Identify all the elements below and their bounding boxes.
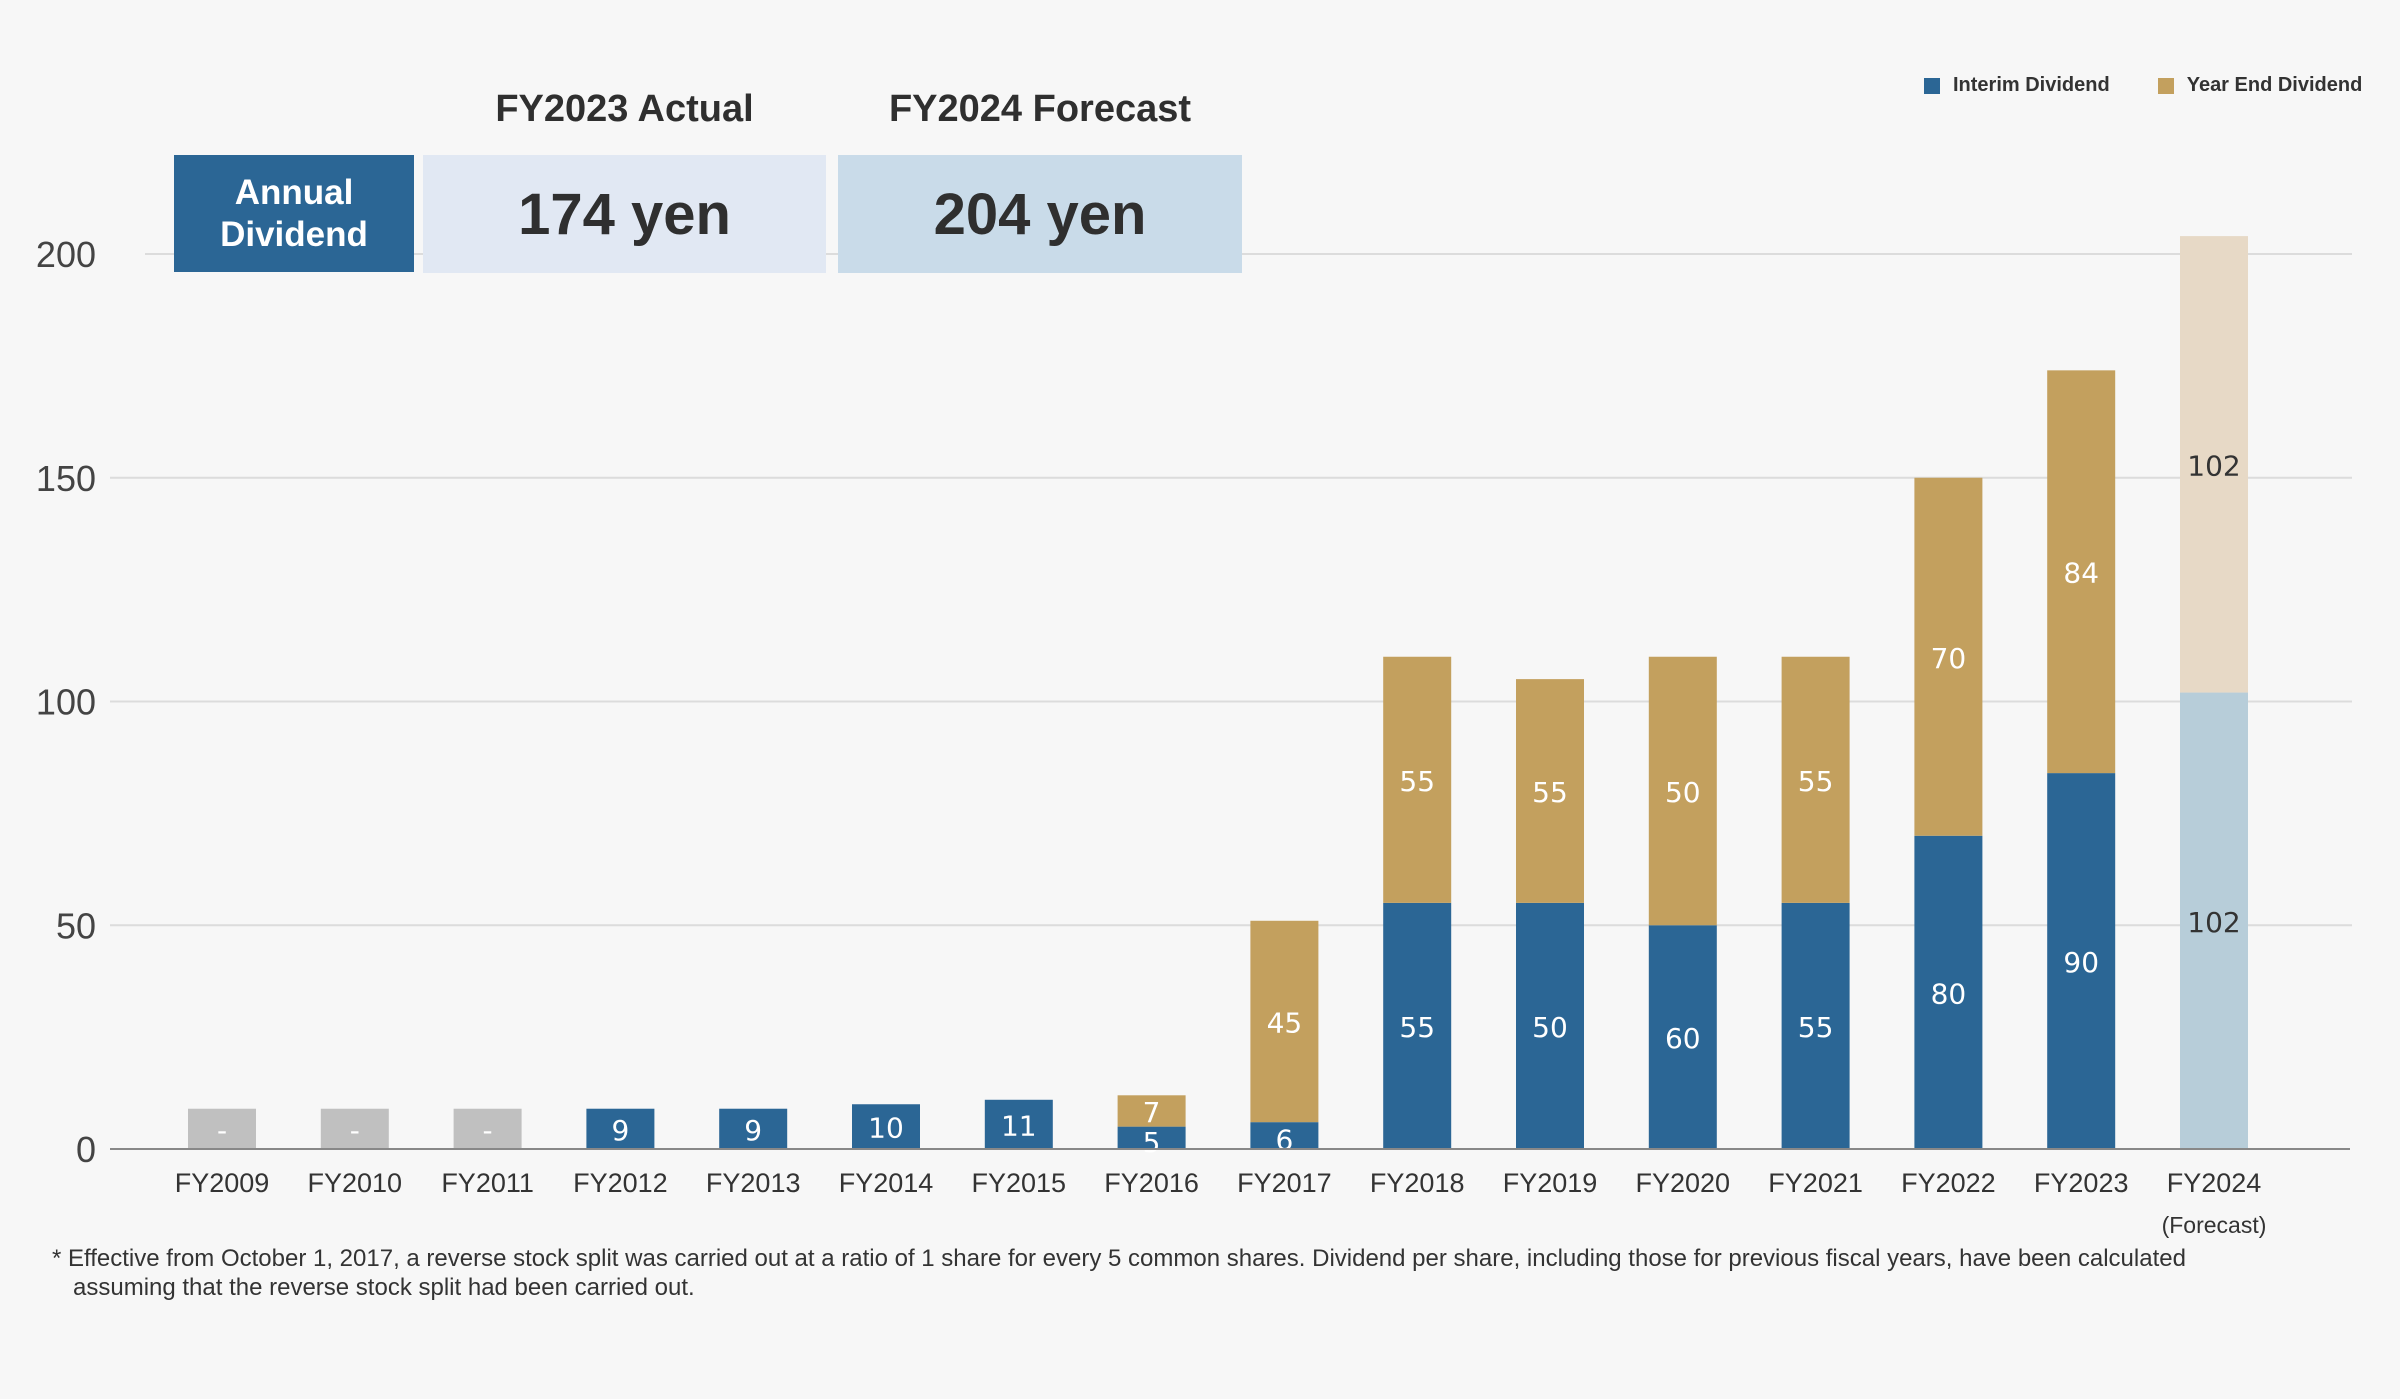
interim-value-label: 10	[868, 1112, 904, 1145]
bar-labels: - - - 9 9 10 11 75 45 6 55 55 55 50 50 60 55 55 70 80 84 90 10…	[217, 449, 2241, 1158]
x-tick-label: FY2018	[1370, 1168, 1465, 1198]
interim-bar	[1516, 902, 1584, 1149]
legend-label-interim: Interim Dividend	[1953, 74, 2110, 96]
legend-item-yearend: Year End Dividend	[2157, 74, 2363, 97]
yearend-bar	[1914, 477, 1983, 836]
yearend-bar	[1383, 656, 1452, 903]
interim-value-label: 80	[1931, 977, 1967, 1010]
interim-value-label: -	[217, 1114, 227, 1147]
bars	[188, 236, 2248, 1149]
yearend-swatch	[2157, 77, 2174, 94]
x-tick-label: FY2024	[2167, 1168, 2262, 1198]
interim-value-label: 55	[1798, 1011, 1834, 1044]
footnote-line-1: * Effective from October 1, 2017, a reve…	[52, 1245, 2186, 1272]
yearend-bar	[2180, 236, 2248, 693]
y-tick-label: 0	[76, 1129, 96, 1170]
interim-value-label: 90	[2063, 946, 2099, 979]
interim-bar	[453, 1108, 522, 1149]
footnote: * Effective from October 1, 2017, a reve…	[52, 1244, 2362, 1302]
interim-value-label: -	[350, 1114, 360, 1147]
x-tick-label: FY2015	[972, 1168, 1067, 1198]
legend: Interim Dividend Year End Dividend	[1924, 74, 2362, 97]
interim-value-label: 60	[1665, 1022, 1701, 1055]
yearend-value-label: 84	[2063, 557, 2099, 590]
interim-value-label: 6	[1275, 1124, 1293, 1157]
interim-value-label: -	[483, 1114, 493, 1147]
x-tick-label: FY2011	[441, 1168, 534, 1198]
interim-bar	[1914, 835, 1983, 1149]
interim-value-label: 9	[744, 1114, 762, 1147]
x-tick-label: FY2010	[308, 1168, 403, 1198]
interim-value-label: 102	[2187, 906, 2240, 939]
yearend-value-label: 55	[1532, 776, 1568, 809]
yearend-value-label: 102	[2187, 449, 2240, 482]
forecast-dividend-value: 204 yen	[838, 155, 1242, 273]
forecast-header: FY2024 Forecast	[888, 88, 1192, 130]
interim-bar	[320, 1108, 389, 1149]
y-tick-label: 50	[56, 905, 96, 946]
yearend-value-label: 55	[1399, 765, 1435, 798]
interim-bar	[1648, 925, 1717, 1149]
interim-bar	[2180, 692, 2248, 1149]
y-tick-label: 150	[36, 458, 96, 499]
x-tick-label: FY2022	[1901, 1168, 1996, 1198]
legend-label-yearend: Year End Dividend	[2186, 74, 2363, 96]
yearend-bar	[1648, 656, 1717, 926]
x-tick-label: FY2016	[1104, 1168, 1199, 1198]
yearend-value-label: 70	[1931, 642, 1967, 675]
interim-value-label: 11	[1001, 1109, 1037, 1142]
y-axis-ticks: 0 50 100 150 200	[36, 234, 96, 1170]
interim-bar	[2047, 773, 2116, 1149]
x-tick-label: FY2009	[175, 1168, 270, 1198]
x-tick-label: FY2019	[1503, 1168, 1598, 1198]
actual-dividend-value: 174 yen	[423, 155, 826, 273]
x-tick-sublabel: (Forecast)	[2162, 1212, 2267, 1238]
interim-bar	[1250, 1122, 1319, 1149]
interim-bar	[719, 1108, 788, 1149]
interim-value-label: 9	[611, 1114, 629, 1147]
interim-bar	[1781, 902, 1850, 1149]
yearend-bar	[1516, 679, 1584, 903]
y-tick-label: 100	[36, 682, 96, 723]
yearend-bar	[1781, 656, 1850, 903]
yearend-value-label: 50	[1665, 776, 1701, 809]
interim-bar	[852, 1104, 920, 1149]
x-tick-label: FY2013	[706, 1168, 801, 1198]
interim-value-label: 5	[1143, 1126, 1161, 1159]
x-tick-label: FY2012	[573, 1168, 668, 1198]
interim-bar	[1117, 1126, 1186, 1149]
interim-bar	[1383, 902, 1452, 1149]
interim-bar	[984, 1099, 1053, 1149]
yearend-bar	[1250, 920, 1319, 1123]
x-tick-label: FY2023	[2034, 1168, 2129, 1198]
interim-bar	[586, 1108, 655, 1149]
interim-value-label: 50	[1532, 1011, 1568, 1044]
gridlines	[110, 253, 2352, 927]
yearend-bar	[1117, 1095, 1186, 1127]
footnote-line-2: assuming that the reverse stock split ha…	[73, 1274, 695, 1301]
x-axis-ticks: FY2009 FY2010 FY2011 FY2012 FY2013 FY2014 FY20…	[175, 1168, 2267, 1238]
yearend-value-label: 7	[1143, 1096, 1161, 1129]
actual-header: FY2023 Actual	[495, 88, 754, 130]
annual-dividend-label: Annual Dividend	[174, 155, 414, 272]
interim-swatch	[1924, 77, 1940, 94]
x-tick-label: FY2020	[1636, 1168, 1731, 1198]
yearend-value-label: 55	[1798, 765, 1834, 798]
legend-item-interim: Interim Dividend	[1924, 74, 2110, 97]
interim-bar	[188, 1108, 256, 1149]
yearend-value-label: 45	[1267, 1006, 1303, 1039]
interim-value-label: 55	[1399, 1011, 1435, 1044]
x-tick-label: FY2017	[1237, 1168, 1332, 1198]
x-tick-label: FY2021	[1768, 1168, 1863, 1198]
yearend-bar	[2047, 370, 2116, 774]
x-tick-label: FY2014	[839, 1168, 934, 1198]
y-tick-label: 200	[36, 234, 96, 275]
